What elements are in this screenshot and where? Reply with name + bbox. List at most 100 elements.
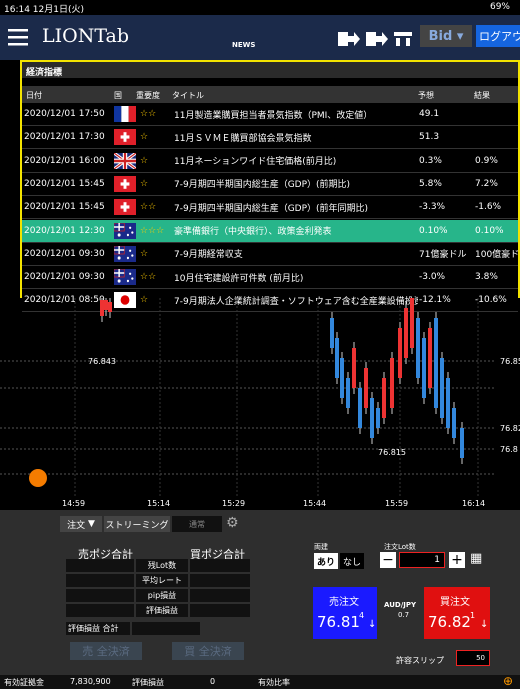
- streaming-tab[interactable]: ストリーミング: [104, 516, 170, 532]
- candle: [340, 358, 344, 398]
- date: 2020/12/01 08:50: [24, 295, 105, 306]
- buy-cell: [190, 604, 250, 617]
- date: 2020/12/01 17:30: [24, 132, 105, 143]
- lot-plus[interactable]: +: [449, 552, 465, 568]
- buy-cell: [190, 574, 250, 587]
- row-label: 残Lot数: [136, 559, 188, 572]
- table-row: 2020/12/01 15:45 ☆☆ 7-9月期四半期国内総生産（GDP）(前年同…: [22, 196, 518, 220]
- importance: ☆☆☆: [140, 225, 165, 236]
- slip-label: 許容スリップ: [396, 656, 444, 665]
- country-flag: [114, 106, 136, 122]
- forecast: 71億豪ドル: [419, 250, 467, 261]
- order-tab[interactable]: 注文 ▼: [60, 516, 102, 532]
- buy-order-button[interactable]: 買注文 76.82 1 ↓: [424, 587, 490, 639]
- importance: ☆: [140, 155, 149, 166]
- candle: [416, 318, 420, 378]
- candle: [108, 302, 112, 312]
- close-buy-button[interactable]: 買 全決済: [172, 642, 244, 660]
- settings-icon[interactable]: ⚙: [226, 515, 239, 531]
- importance: ☆☆: [140, 272, 157, 283]
- candle: [390, 358, 394, 408]
- date: 2020/12/01 09:30: [24, 248, 105, 259]
- importance: ☆☆: [140, 202, 157, 213]
- time-label: 15:29: [222, 499, 245, 508]
- total-label: 評価損益 合計: [66, 622, 130, 635]
- axis-label: 76.85: [500, 357, 520, 366]
- candle: [410, 298, 414, 348]
- total-value: [132, 622, 200, 635]
- sell-order-button[interactable]: 売注文 76.81 4 ↓: [313, 587, 377, 639]
- bid-label: Bid: [428, 28, 453, 44]
- spread: 0.7: [398, 611, 410, 619]
- indicator-title: 11月ＳＶＭＥ購買部協会景気指数: [174, 133, 312, 144]
- candle: [330, 318, 334, 348]
- low-label: 76.815: [378, 448, 406, 457]
- lot-input[interactable]: 1: [399, 552, 445, 568]
- date: 2020/12/01 09:30: [24, 272, 105, 283]
- order-panel: 注文 ▼ ストリーミング 通常 ⚙ 売ポジ合計 買ポジ合計 評価損益 合計 売 …: [0, 510, 520, 675]
- date: 2020/12/01 15:45: [24, 202, 105, 213]
- date: 2020/12/01 16:00: [24, 155, 105, 166]
- hedge-yes[interactable]: あり: [314, 553, 338, 569]
- candle: [364, 368, 368, 408]
- result: 3.8%: [475, 272, 498, 283]
- indicator-title: 豪準備銀行（中央銀行）、政策金利発表: [174, 227, 332, 237]
- axis-label: 76.8: [500, 445, 518, 454]
- buy-price: 76.82: [428, 613, 471, 631]
- country-flag: [114, 245, 136, 262]
- header: LIONTab NEWS Bid ▾ ログアウト: [0, 15, 520, 60]
- sell-total: 売ポジ合計: [78, 548, 133, 561]
- candle: [440, 358, 444, 418]
- buy-arrow: ↓: [480, 619, 489, 630]
- table-header: 日付 国 重要度 タイトル 予想 結果: [22, 86, 518, 103]
- candle: [100, 300, 104, 316]
- toolbar-icons[interactable]: [336, 28, 416, 48]
- logo: LIONTab: [42, 25, 130, 47]
- price-chart: 76.843 76.815 76.85 76.82 76.8 14:59 15:14 15:2…: [0, 298, 520, 508]
- pair: AUD/JPY: [384, 601, 417, 609]
- axis-label: 76.82: [500, 424, 520, 433]
- sell-cell: [66, 589, 134, 602]
- slip-input[interactable]: 50: [456, 650, 490, 666]
- news-icon[interactable]: NEWS: [232, 41, 256, 49]
- table-row: 2020/12/01 09:30 ☆ 7-9月期経常収支 71億豪ドル 100億豪ドル: [22, 242, 518, 266]
- column-header: 予想: [418, 91, 434, 100]
- logout-button[interactable]: ログアウト: [476, 25, 520, 47]
- candle: [335, 338, 339, 378]
- lot-label: 注文Lot数: [384, 543, 416, 551]
- candle: [452, 408, 456, 438]
- bid-dropdown[interactable]: Bid ▾: [420, 25, 472, 47]
- footer: 有効証拠金 7,830,900 評価損益 0 有効比率 ⊕: [0, 674, 520, 689]
- lot-grid-icon[interactable]: ▦: [470, 551, 483, 566]
- status-bar: 16:14 12月1日(火) 69%: [0, 0, 520, 15]
- sell-label: 売注文: [329, 597, 359, 608]
- indicator-title: 11月製造業購買担当者景気指数（PMI、改定値）: [174, 110, 373, 121]
- row-label: pip損益: [136, 589, 188, 602]
- hedge-no[interactable]: なし: [340, 553, 364, 569]
- sell-cell: [66, 604, 134, 617]
- candle: [422, 338, 426, 398]
- forecast: 0.3%: [419, 155, 442, 166]
- time-label: 16:14: [462, 499, 485, 508]
- lot-minus[interactable]: −: [380, 552, 396, 568]
- margin-value: 7,830,900: [70, 677, 111, 686]
- close-sell-button[interactable]: 売 全決済: [70, 642, 142, 660]
- result: -1.6%: [475, 202, 502, 213]
- forecast: 5.8%: [419, 178, 442, 189]
- candle: [382, 378, 386, 418]
- result: 0.10%: [475, 225, 504, 236]
- table-row: 2020/12/01 08:50 ☆ 7-9月期法人企業統計調査・ソフトウェア含む全…: [22, 289, 518, 313]
- margin-label: 有効証拠金: [4, 678, 44, 687]
- buy-cell: [190, 589, 250, 602]
- date: 2020/12/01 12:30: [24, 225, 105, 236]
- column-header: 国: [114, 91, 122, 100]
- country-flag: [114, 129, 136, 146]
- country-flag: [114, 199, 136, 216]
- buy-label: 買注文: [440, 597, 470, 608]
- candle: [404, 308, 408, 358]
- normal-tab[interactable]: 通常: [172, 516, 222, 532]
- menu-icon[interactable]: [8, 27, 30, 47]
- importance: ☆: [140, 178, 149, 189]
- scroll-top-icon[interactable]: ⊕: [503, 674, 514, 688]
